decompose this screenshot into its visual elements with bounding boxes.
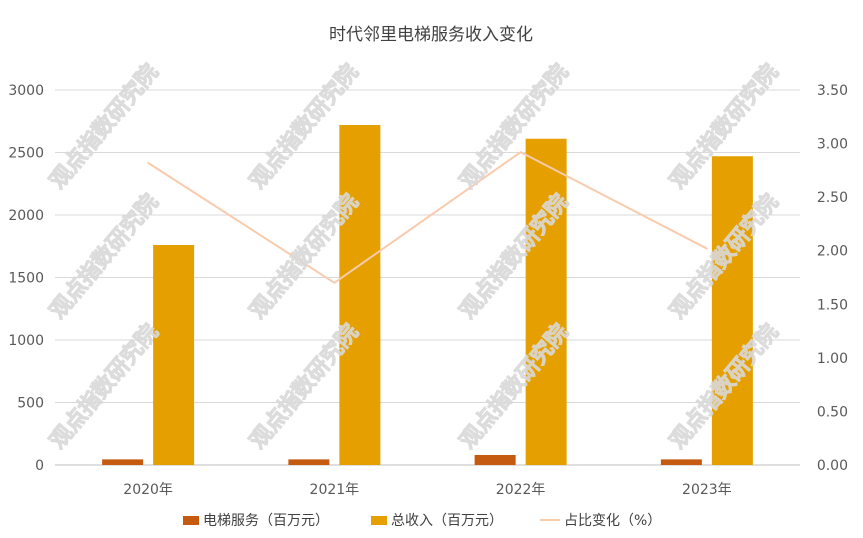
- category-label: 2022年: [496, 482, 546, 498]
- legend-label: 总收入（百万元）: [391, 513, 503, 529]
- bar-total-revenue: [711, 156, 753, 465]
- chart-title: 时代邻里电梯服务收入变化: [329, 25, 533, 45]
- legend-swatch: [183, 516, 199, 525]
- bar-elevator-service: [474, 455, 516, 465]
- bar-total-revenue: [339, 125, 381, 465]
- left-tick-label: 500: [17, 396, 44, 412]
- watermark-text: 观点指数研究院: [45, 59, 164, 194]
- ratio-point: [519, 151, 522, 153]
- bar-elevator-service: [660, 459, 702, 465]
- category-label: 2023年: [682, 482, 732, 498]
- bar-total-revenue: [525, 138, 567, 465]
- right-tick-label: 2.00: [817, 244, 848, 260]
- ratio-point: [147, 162, 149, 164]
- left-tick-label: 1500: [8, 271, 44, 287]
- right-tick-label: 1.50: [817, 297, 848, 313]
- left-tick-label: 1000: [8, 333, 44, 349]
- right-tick-label: 1.00: [817, 351, 848, 367]
- legend-swatch: [371, 516, 387, 525]
- left-tick-label: 0: [35, 458, 44, 474]
- left-tick-label: 3000: [8, 83, 44, 99]
- right-tick-label: 3.50: [817, 83, 848, 99]
- bar-total-revenue: [153, 245, 195, 465]
- legend-label: 电梯服务（百万元）: [203, 513, 329, 529]
- right-tick-label: 2.50: [817, 190, 848, 206]
- category-label: 2020年: [123, 482, 173, 498]
- left-axis: 0 500 1000 1500 2000 2500 3000: [8, 83, 44, 474]
- watermark-text: 观点指数研究院: [45, 189, 164, 324]
- right-tick-label: 3.00: [817, 137, 848, 153]
- left-tick-label: 2500: [8, 146, 44, 162]
- ratio-point: [333, 282, 336, 284]
- bars: [102, 125, 753, 465]
- left-tick-label: 2000: [8, 208, 44, 224]
- ratio-line-path: [147, 150, 708, 285]
- ratio-line: [147, 150, 708, 285]
- category-label: 2021年: [310, 482, 360, 498]
- right-tick-label: 0.00: [817, 458, 848, 474]
- right-axis: 0.00 0.50 1.00 1.50 2.00 2.50 3.00 3.50: [817, 83, 848, 474]
- right-tick-label: 0.50: [817, 404, 848, 420]
- legend: 电梯服务（百万元） 总收入（百万元） 占比变化（%）: [183, 513, 661, 529]
- watermark-text: 观点指数研究院: [45, 319, 164, 454]
- category-axis: 2020年 2021年 2022年 2023年: [123, 482, 731, 498]
- bar-elevator-service: [102, 459, 144, 465]
- bar-elevator-service: [288, 459, 330, 465]
- legend-label: 占比变化（%）: [564, 513, 661, 529]
- ratio-point: [706, 247, 708, 250]
